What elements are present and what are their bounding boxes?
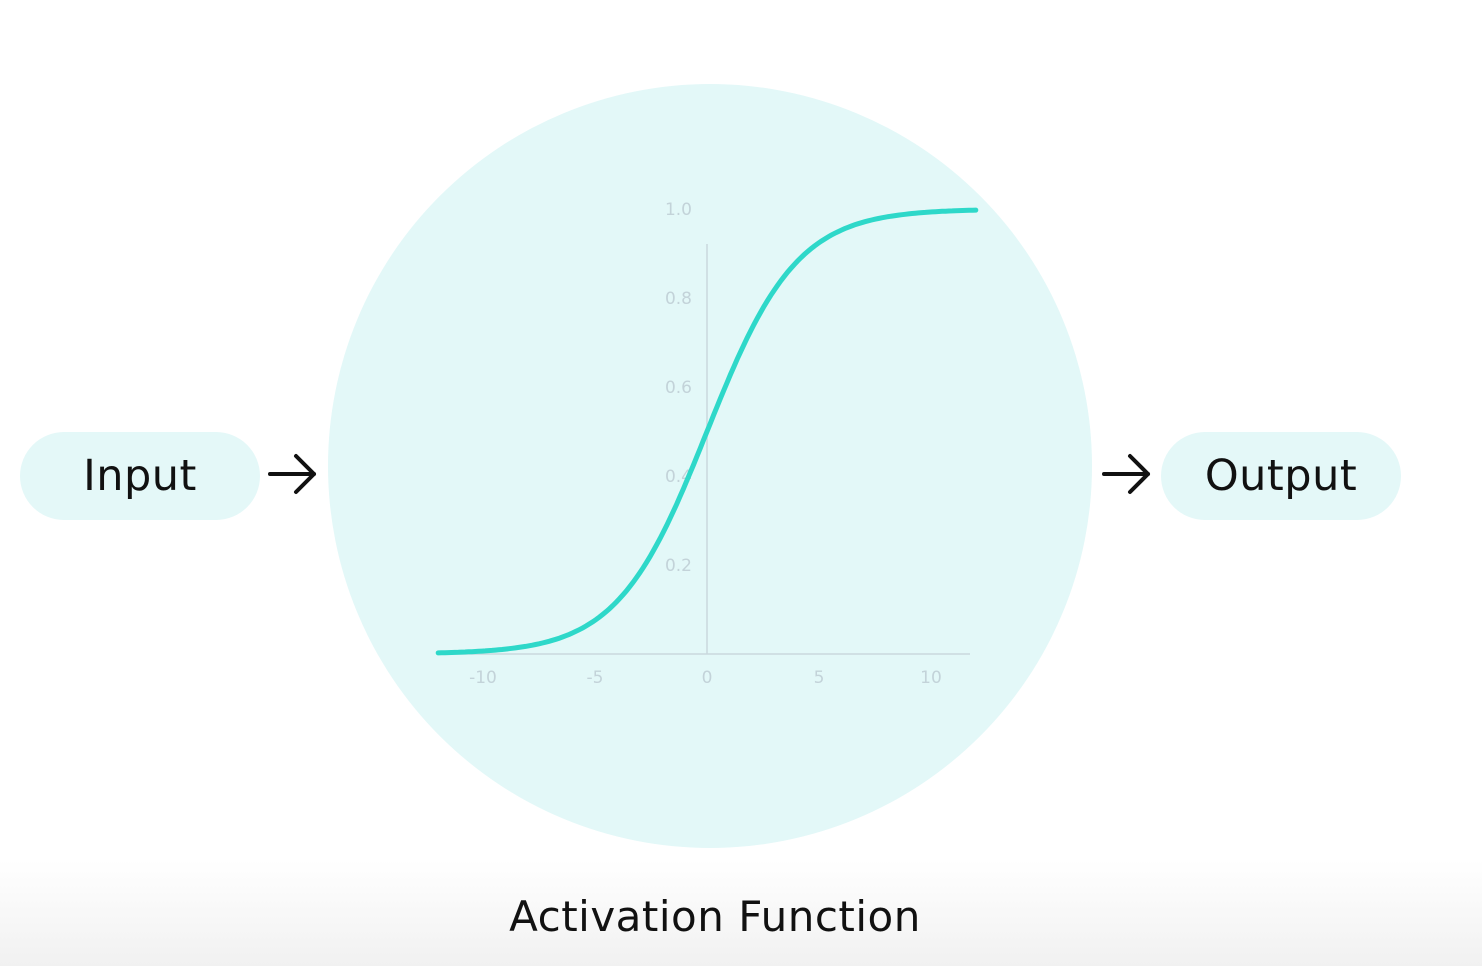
- arrow-right-icon: [268, 454, 316, 494]
- caption: Activation Function: [509, 892, 921, 941]
- x-tick-label: -10: [469, 668, 497, 688]
- y-tick-label: 0.6: [665, 378, 692, 398]
- x-tick-label: -5: [587, 668, 604, 688]
- sigmoid-curve: [435, 207, 979, 656]
- y-tick-label: 0.8: [665, 289, 692, 309]
- output-label: Output: [1204, 451, 1358, 501]
- x-tick-label: 10: [920, 668, 942, 688]
- input-label: Input: [83, 451, 197, 501]
- bottom-fade: [0, 860, 1482, 966]
- arrow-right-icon: [1102, 454, 1150, 494]
- y-tick-label: 1.0: [665, 200, 692, 220]
- output-pill: Output: [1161, 432, 1401, 520]
- input-pill: Input: [20, 432, 260, 520]
- y-tick-label: 0.2: [665, 556, 692, 576]
- x-tick-label: 0: [702, 668, 713, 688]
- x-tick-label: 5: [814, 668, 825, 688]
